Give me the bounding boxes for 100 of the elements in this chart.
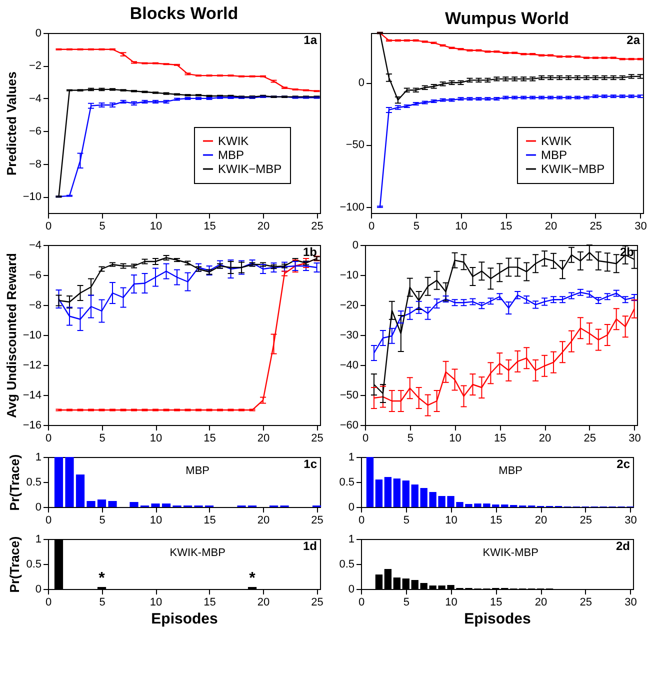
annotation: MBP	[498, 465, 523, 477]
y-tick-label: −30	[340, 330, 358, 342]
x-tick-label: 5	[99, 596, 106, 608]
y-tick-label: −12	[22, 360, 42, 372]
y-tick-label: −8	[28, 300, 42, 312]
annotation: 2c	[616, 457, 630, 471]
y-tick-label: −20	[340, 300, 358, 312]
bar	[65, 457, 74, 507]
x-tick-label: 10	[449, 432, 462, 444]
x-tick-label: 25	[311, 514, 324, 526]
x-tick-label: 25	[311, 596, 324, 608]
y-tick-label: −6	[28, 270, 42, 282]
x-tick-label: 20	[534, 514, 548, 526]
legend-label: MBP	[218, 148, 244, 162]
x-tick-label: 15	[204, 220, 216, 232]
x-tick-label: 20	[257, 596, 270, 608]
y-tick-label: 1	[35, 452, 42, 464]
bar	[402, 480, 410, 507]
y-tick-label: 0.5	[26, 558, 42, 570]
y-tick-label: 0.5	[339, 558, 354, 570]
bar	[366, 457, 374, 507]
x-tick-label: 15	[204, 514, 216, 526]
annotation: *	[98, 570, 106, 587]
legend-label: KWIK	[218, 134, 249, 148]
x-tick-label: 25	[311, 220, 324, 232]
bar	[162, 504, 171, 507]
y-tick-label: −100	[340, 201, 364, 214]
y-tick-label: −40	[340, 360, 358, 372]
x-tick-label: 5	[403, 596, 410, 608]
bar	[393, 478, 400, 507]
x-tick-label: 5	[99, 514, 106, 526]
legend-label: KWIK−MBP	[541, 162, 605, 176]
bar	[54, 457, 64, 507]
bar	[86, 501, 96, 507]
y-tick-label: −4	[28, 240, 42, 252]
x-tick-label: 25	[590, 220, 602, 232]
x-tick-label: 15	[490, 514, 502, 526]
y-tick-label: 0	[35, 28, 42, 40]
y-tick-label: 0	[352, 240, 358, 252]
x-tick-label: 5	[99, 220, 106, 232]
y-tick-label: 0	[35, 584, 42, 596]
annotation: KWIK-MBP	[482, 547, 538, 559]
bar	[384, 569, 392, 589]
y-tick-label: −8	[28, 158, 42, 170]
x-tick-label: 10	[150, 432, 162, 444]
x-axis-title: Episodes	[151, 610, 218, 628]
bar	[151, 504, 160, 507]
x-tick-label: 10	[455, 220, 468, 232]
x-tick-label: 5	[403, 514, 410, 526]
bar	[108, 501, 117, 507]
x-tick-label: 25	[580, 596, 592, 608]
legend-label: KWIK	[541, 134, 572, 148]
y-tick-label: 0	[348, 584, 354, 596]
y-axis-title: Pr(Trace)	[7, 454, 22, 511]
y-tick-label: −2	[28, 60, 42, 72]
x-tick-label: 0	[368, 220, 375, 232]
x-axis-title: Episodes	[464, 610, 531, 628]
x-tick-label: 0	[45, 596, 52, 608]
y-tick-label: −16	[22, 420, 42, 432]
annotation: MBP	[186, 465, 210, 477]
annotation: 2d	[616, 539, 630, 553]
chart-title: Blocks World	[130, 4, 238, 23]
x-tick-label: 15	[490, 596, 502, 608]
annotation: 1a	[304, 33, 318, 47]
x-tick-label: 10	[150, 220, 162, 232]
x-tick-label: 30	[624, 596, 637, 608]
legend-label: KWIK−MBP	[218, 162, 282, 176]
bar	[375, 480, 383, 507]
y-tick-label: −4	[28, 92, 42, 105]
x-tick-label: 0	[45, 432, 52, 444]
y-tick-label: −10	[340, 270, 358, 282]
y-tick-label: 0.5	[339, 476, 354, 488]
x-tick-label: 20	[538, 432, 552, 444]
y-tick-label: −60	[340, 420, 358, 432]
y-tick-label: 1	[348, 452, 354, 464]
x-tick-label: 25	[584, 432, 596, 444]
y-tick-label: 1	[35, 534, 42, 546]
x-tick-label: 10	[150, 514, 162, 526]
x-tick-label: 25	[580, 514, 592, 526]
x-tick-label: 15	[204, 596, 216, 608]
x-tick-label: 10	[445, 514, 458, 526]
x-tick-label: 15	[500, 220, 512, 232]
x-tick-label: 30	[624, 514, 637, 526]
y-tick-label: −10	[22, 330, 42, 342]
annotation: 2a	[626, 33, 640, 47]
y-tick-label: −6	[28, 126, 42, 138]
y-tick-label: −50	[340, 390, 358, 402]
y-tick-label: −50	[346, 139, 364, 152]
y-tick-label: −14	[22, 390, 42, 402]
legend-label: MBP	[541, 148, 568, 162]
x-tick-label: 10	[150, 596, 162, 608]
x-tick-label: 10	[445, 596, 458, 608]
bar	[393, 578, 400, 589]
x-tick-label: 15	[494, 432, 506, 444]
x-tick-label: 20	[257, 514, 270, 526]
bar	[384, 477, 392, 507]
y-tick-label: 0	[348, 502, 354, 514]
x-tick-label: 20	[257, 220, 270, 232]
bar	[76, 474, 85, 507]
annotation: KWIK-MBP	[170, 547, 226, 559]
